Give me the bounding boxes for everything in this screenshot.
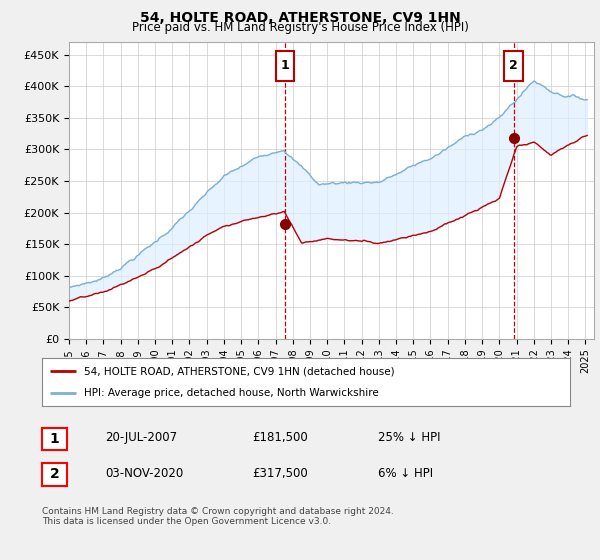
Text: 20-JUL-2007: 20-JUL-2007 <box>105 431 177 445</box>
Text: 6% ↓ HPI: 6% ↓ HPI <box>378 466 433 480</box>
Text: 54, HOLTE ROAD, ATHERSTONE, CV9 1HN (detached house): 54, HOLTE ROAD, ATHERSTONE, CV9 1HN (det… <box>84 366 395 376</box>
Text: 03-NOV-2020: 03-NOV-2020 <box>105 466 183 480</box>
FancyBboxPatch shape <box>505 51 523 81</box>
Text: 1: 1 <box>50 432 59 446</box>
Text: Contains HM Land Registry data © Crown copyright and database right 2024.
This d: Contains HM Land Registry data © Crown c… <box>42 507 394 526</box>
Text: HPI: Average price, detached house, North Warwickshire: HPI: Average price, detached house, Nort… <box>84 388 379 398</box>
Text: 54, HOLTE ROAD, ATHERSTONE, CV9 1HN: 54, HOLTE ROAD, ATHERSTONE, CV9 1HN <box>140 11 460 25</box>
Text: 2: 2 <box>509 59 518 72</box>
Text: £181,500: £181,500 <box>252 431 308 445</box>
Text: 2: 2 <box>50 467 59 481</box>
FancyBboxPatch shape <box>275 51 295 81</box>
Text: 1: 1 <box>281 59 289 72</box>
Text: Price paid vs. HM Land Registry's House Price Index (HPI): Price paid vs. HM Land Registry's House … <box>131 21 469 34</box>
Text: £317,500: £317,500 <box>252 466 308 480</box>
Text: 25% ↓ HPI: 25% ↓ HPI <box>378 431 440 445</box>
